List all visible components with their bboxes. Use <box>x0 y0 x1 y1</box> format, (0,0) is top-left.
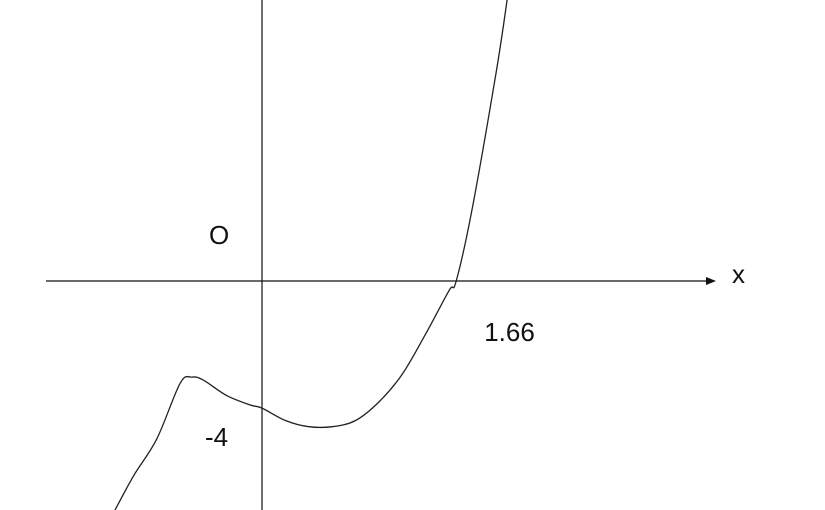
origin-label: O <box>209 220 229 250</box>
x-axis-arrowhead <box>706 277 716 285</box>
x-axis-label: x <box>732 259 745 289</box>
y-intercept-label: -4 <box>205 422 228 452</box>
function-curve <box>114 0 508 510</box>
axes <box>46 0 716 510</box>
x-intercept-label: 1.66 <box>484 317 535 347</box>
